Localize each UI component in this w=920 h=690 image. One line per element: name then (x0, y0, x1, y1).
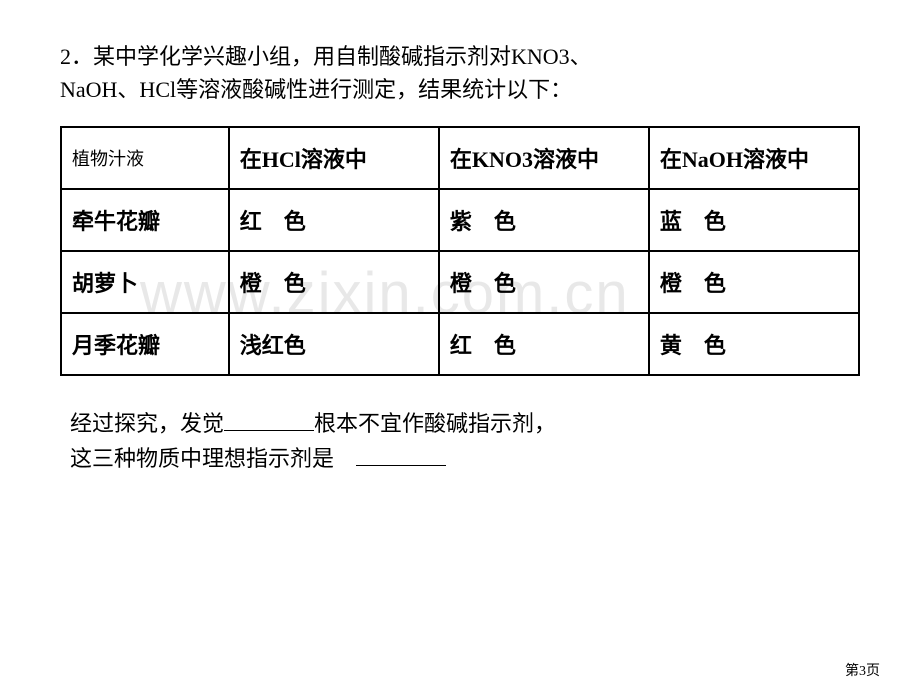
results-table: 植物汁液 在HCl溶液中 在KNO3溶液中 在NaOH溶液中 牵牛花瓣 红 色 … (60, 126, 860, 376)
header-naoh: 在NaOH溶液中 (649, 127, 859, 189)
cell-naoh: 蓝 色 (649, 189, 859, 251)
blank-2 (356, 465, 446, 466)
conclusion-text: 经过探究，发觉 根本不宜作酸碱指示剂， 这三种物质中理想指示剂是 (60, 406, 860, 476)
header-plant: 植物汁液 (61, 127, 229, 189)
question-line1: 2．某中学化学兴趣小组，用自制酸碱指示剂对KNO3、 (60, 44, 592, 69)
conclusion-line1-after: 根本不宜作酸碱指示剂， (314, 411, 556, 436)
table-row: 月季花瓣 浅红色 红 色 黄 色 (61, 313, 859, 375)
cell-kno3: 红 色 (439, 313, 649, 375)
cell-naoh: 橙 色 (649, 251, 859, 313)
cell-plant: 胡萝卜 (61, 251, 229, 313)
table-row: 牵牛花瓣 红 色 紫 色 蓝 色 (61, 189, 859, 251)
cell-kno3: 紫 色 (439, 189, 649, 251)
cell-hcl: 浅红色 (229, 313, 439, 375)
question-line2: NaOH、HCl等溶液酸碱性进行测定，结果统计以下： (60, 77, 572, 102)
table-row: 胡萝卜 橙 色 橙 色 橙 色 (61, 251, 859, 313)
conclusion-line2: 这三种物质中理想指示剂是 (70, 446, 356, 471)
cell-naoh: 黄 色 (649, 313, 859, 375)
table-header-row: 植物汁液 在HCl溶液中 在KNO3溶液中 在NaOH溶液中 (61, 127, 859, 189)
conclusion-line1-before: 经过探究，发觉 (70, 411, 224, 436)
question-text: 2．某中学化学兴趣小组，用自制酸碱指示剂对KNO3、 NaOH、HCl等溶液酸碱… (60, 40, 860, 106)
blank-1 (224, 430, 314, 431)
cell-kno3: 橙 色 (439, 251, 649, 313)
header-kno3: 在KNO3溶液中 (439, 127, 649, 189)
cell-plant: 月季花瓣 (61, 313, 229, 375)
cell-hcl: 橙 色 (229, 251, 439, 313)
page-number: 第3页 (845, 660, 880, 680)
header-hcl: 在HCl溶液中 (229, 127, 439, 189)
cell-plant: 牵牛花瓣 (61, 189, 229, 251)
cell-hcl: 红 色 (229, 189, 439, 251)
